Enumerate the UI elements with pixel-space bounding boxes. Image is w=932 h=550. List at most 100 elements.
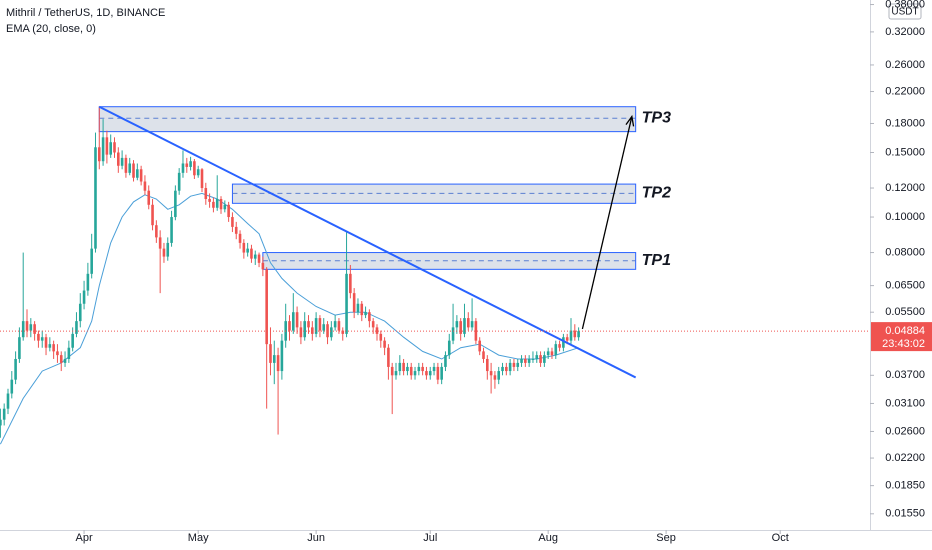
currency-badge[interactable] — [888, 3, 922, 20]
candle-body — [562, 337, 565, 348]
currency-label: USDT — [891, 7, 918, 18]
candle-body — [143, 181, 147, 191]
candle-body — [455, 321, 459, 328]
candle-body — [177, 172, 181, 191]
candle-body — [333, 321, 337, 328]
x-tick-label: Sep — [656, 532, 676, 544]
candle-body — [21, 321, 25, 338]
candle-body — [29, 324, 33, 331]
candle-body — [170, 217, 173, 243]
candle-body — [181, 163, 185, 173]
candle-body — [531, 358, 535, 360]
zone-label: TP2 — [642, 185, 671, 202]
candle-body — [413, 371, 417, 376]
candle-body — [78, 303, 82, 322]
zone-label: TP1 — [642, 252, 671, 269]
candle-body — [375, 327, 379, 334]
candle-body — [508, 362, 512, 372]
candle-body — [527, 358, 531, 363]
candle-body — [257, 254, 261, 263]
candle-body — [349, 273, 352, 294]
candle-body — [151, 204, 154, 226]
candle-body — [497, 371, 501, 380]
candle-body — [40, 337, 44, 341]
candle-body — [558, 344, 561, 348]
candle-body — [120, 157, 124, 166]
candle-body — [330, 327, 333, 338]
candle-body — [33, 324, 36, 334]
candle-body — [117, 152, 120, 166]
candle-body — [436, 366, 440, 380]
candle-body — [162, 248, 166, 257]
candle-body — [139, 169, 143, 182]
candle-body — [539, 355, 542, 363]
candle-body — [0, 419, 2, 426]
candle-body — [37, 333, 40, 341]
y-tick-label: 0.15000 — [885, 146, 925, 158]
y-tick-label: 0.02600 — [885, 425, 925, 437]
candle-body — [314, 318, 318, 334]
candle-body — [466, 318, 470, 328]
y-tick-label: 0.22000 — [885, 85, 925, 97]
candle-body — [14, 358, 17, 380]
y-tick-label: 0.18000 — [885, 117, 925, 129]
candle-body — [543, 355, 546, 363]
candle-body — [200, 169, 204, 189]
candle-body — [337, 321, 341, 331]
candle-body — [242, 242, 246, 253]
candle-body — [280, 340, 284, 372]
candle-body — [63, 358, 67, 363]
candle-body — [288, 321, 291, 331]
y-tick-label: 0.32000 — [885, 26, 925, 38]
candle-body — [128, 163, 132, 173]
candle-body — [90, 248, 93, 274]
candle-body — [253, 254, 257, 259]
candle-body — [440, 366, 443, 380]
y-tick-label: 0.26000 — [885, 59, 925, 71]
y-tick-label: 0.05500 — [885, 306, 925, 318]
candle-body — [512, 362, 516, 367]
indicator-legend: EMA (20, close, 0) — [6, 23, 96, 35]
candle-body — [565, 337, 569, 341]
y-tick-label: 0.02200 — [885, 452, 925, 464]
y-tick-label: 0.03100 — [885, 397, 925, 409]
y-tick-label: 0.10000 — [885, 211, 925, 223]
x-tick-label: Oct — [772, 532, 789, 544]
candle-body — [101, 137, 105, 162]
candle-body — [322, 324, 326, 331]
candle-body — [383, 340, 386, 348]
candle-body — [155, 225, 158, 238]
candle-body — [352, 293, 356, 313]
candle-body — [421, 366, 424, 372]
candle-body — [227, 204, 230, 218]
last-price-badge — [871, 322, 932, 352]
candle-body — [569, 330, 573, 341]
y-tick-label: 0.38000 — [885, 0, 925, 10]
candle-body — [402, 362, 405, 372]
candle-body — [147, 190, 151, 205]
candle-body — [459, 321, 462, 334]
candle-body — [409, 366, 413, 376]
candle-body — [299, 327, 303, 338]
candle-body — [463, 318, 466, 334]
candle-body — [341, 330, 345, 334]
candle-body — [223, 204, 227, 210]
candle-body — [246, 248, 249, 253]
candle-body — [158, 237, 162, 249]
candle-body — [356, 303, 360, 313]
y-tick-label: 0.01850 — [885, 480, 925, 492]
candle-body — [276, 355, 280, 372]
candle-body — [94, 147, 97, 249]
candle-body — [272, 355, 276, 363]
candle-body — [546, 351, 550, 356]
candle-body — [48, 344, 52, 348]
candle-body — [444, 355, 447, 367]
candle-body — [550, 351, 554, 356]
candle-body — [204, 188, 208, 200]
candle-body — [234, 226, 238, 234]
candle-body — [71, 333, 74, 348]
candle-body — [238, 233, 242, 243]
candle-body — [82, 290, 86, 304]
